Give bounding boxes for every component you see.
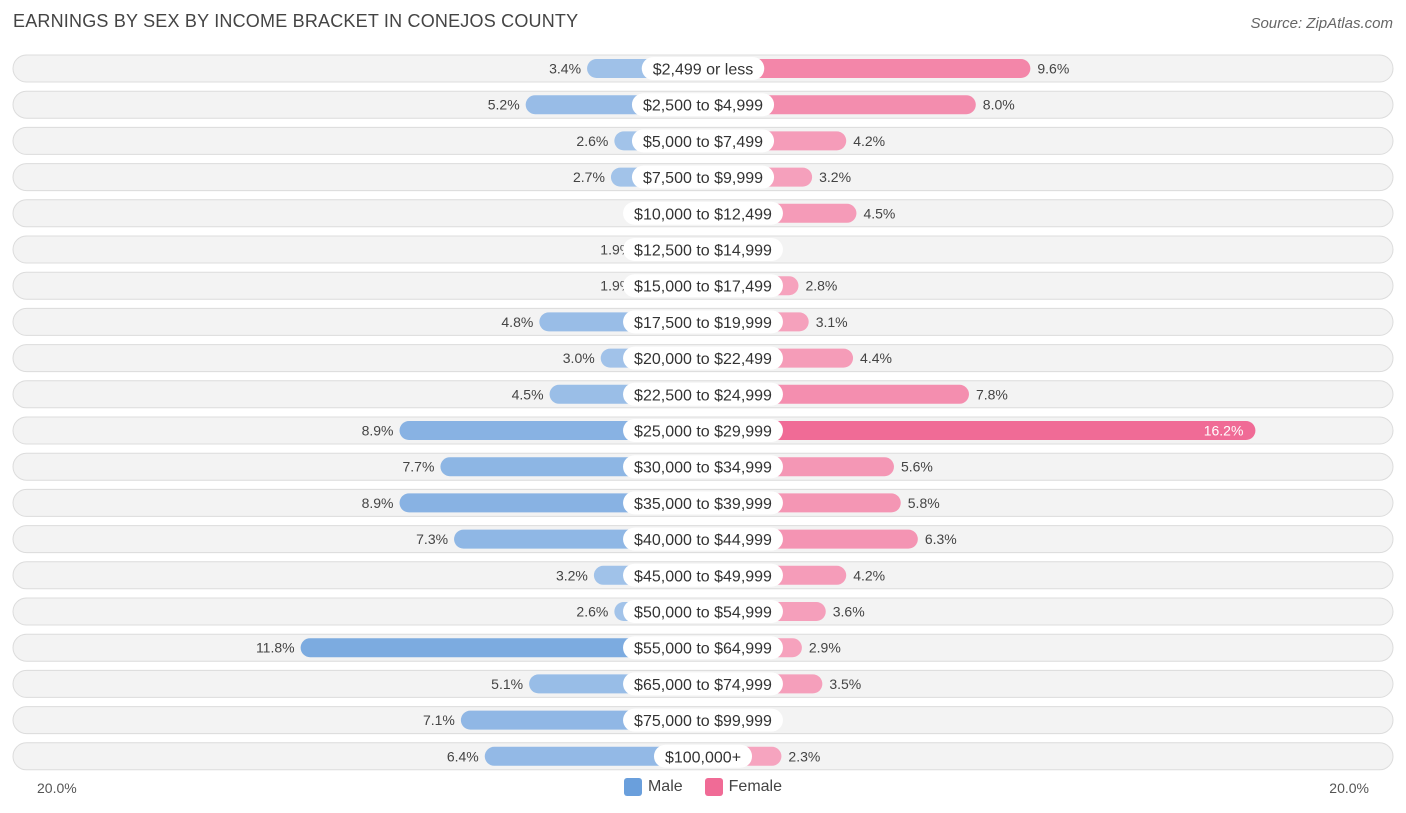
bar-male[interactable]	[300, 638, 703, 658]
category-label: $12,500 to $14,999	[634, 243, 772, 260]
chart-title: EARNINGS BY SEX BY INCOME BRACKET IN CON…	[13, 11, 579, 31]
value-label-female: 4.5%	[863, 205, 895, 221]
category-label: $15,000 to $17,499	[634, 279, 772, 296]
value-label-female: 4.4%	[860, 350, 892, 366]
value-label-female: 16.2%	[1204, 423, 1244, 439]
category-label: $5,000 to $7,499	[643, 134, 763, 151]
value-label-male: 2.7%	[573, 169, 605, 185]
category-label-box	[631, 165, 775, 189]
legend-item-male[interactable]: Male	[623, 778, 683, 796]
category-label: $17,500 to $19,999	[634, 315, 772, 332]
value-label-male: 7.7%	[403, 459, 435, 475]
value-label-male: 6.4%	[447, 748, 479, 764]
value-label-female: 3.1%	[816, 314, 848, 330]
category-label: $75,000 to $99,999	[634, 713, 772, 730]
category-label-box	[623, 708, 783, 732]
value-label-male: 3.0%	[563, 350, 595, 366]
value-label-female: 3.2%	[819, 169, 851, 185]
category-label: $20,000 to $22,499	[634, 351, 772, 368]
category-label-box	[653, 744, 753, 768]
category-label-box	[631, 129, 775, 153]
value-label-male: 8.9%	[362, 423, 394, 439]
value-label-female: 3.5%	[829, 676, 861, 692]
value-label-male: 4.8%	[501, 314, 533, 330]
category-label-box	[623, 527, 783, 551]
value-label-male: 4.5%	[512, 386, 544, 402]
value-label-female: 9.6%	[1037, 61, 1069, 77]
category-label: $65,000 to $74,999	[634, 677, 772, 694]
category-label: $2,499 or less	[653, 62, 754, 79]
category-label: $25,000 to $29,999	[634, 424, 772, 441]
value-label-female: 5.6%	[901, 459, 933, 475]
category-label-box	[631, 93, 775, 117]
category-label: $2,500 to $4,999	[643, 98, 763, 115]
category-label-box	[623, 455, 783, 479]
category-label-box	[623, 419, 783, 442]
legend: Male Female	[0, 778, 1406, 796]
category-label-box	[623, 274, 783, 298]
category-label-box	[623, 491, 783, 515]
category-label: $22,500 to $24,999	[634, 387, 772, 404]
value-label-female: 6.3%	[925, 531, 957, 547]
legend-item-female[interactable]: Female	[704, 778, 783, 796]
category-label-box	[623, 238, 783, 261]
value-label-female: 2.9%	[809, 640, 841, 656]
bar-female[interactable]	[703, 421, 1256, 440]
value-label-female: 4.2%	[853, 133, 885, 149]
legend-swatch-male	[623, 778, 642, 796]
value-label-female: 3.6%	[833, 604, 865, 620]
value-label-male: 11.8%	[256, 640, 295, 656]
category-label: $7,500 to $9,999	[643, 170, 763, 187]
bar-chart: 3.4% 9.6% $2,499 or less 5.2% 8.0% $2,500 to …	[12, 54, 1394, 771]
category-label-box	[641, 57, 765, 80]
value-label-female: 7.8%	[976, 386, 1008, 402]
category-label: $35,000 to $39,999	[634, 496, 772, 513]
value-label-female: 2.3%	[788, 748, 820, 764]
category-label: $40,000 to $44,999	[634, 532, 772, 549]
axis-left-label: 20.0%	[37, 780, 77, 796]
value-label-male: 5.2%	[488, 97, 520, 113]
value-label-female: 4.2%	[853, 567, 885, 583]
category-label-box	[623, 382, 783, 406]
category-label-box	[623, 636, 783, 660]
value-label-male: 3.2%	[556, 567, 588, 583]
value-label-male: 3.4%	[549, 61, 581, 77]
value-label-male: 2.6%	[576, 133, 608, 149]
category-label: $55,000 to $64,999	[634, 641, 772, 658]
bar-male[interactable]	[484, 746, 703, 766]
legend-label-male: Male	[647, 778, 683, 795]
value-label-female: 8.0%	[983, 97, 1015, 113]
value-label-male: 7.3%	[416, 531, 448, 547]
category-label-box	[623, 672, 783, 696]
chart-source: Source: ZipAtlas.com	[1250, 15, 1393, 32]
category-label-box	[623, 600, 783, 623]
category-label-box	[623, 310, 783, 334]
category-label: $100,000+	[665, 749, 741, 766]
value-label-male: 7.1%	[423, 712, 455, 728]
bar-female[interactable]	[703, 59, 1031, 78]
value-label-female: 2.8%	[805, 278, 837, 294]
legend-label-female: Female	[728, 778, 783, 795]
category-label-box	[623, 201, 783, 225]
value-label-male: 8.9%	[362, 495, 394, 511]
value-label-male: 5.1%	[491, 676, 523, 692]
value-label-male: 2.6%	[576, 604, 608, 620]
category-label: $10,000 to $12,499	[634, 206, 772, 223]
category-label-box	[623, 563, 783, 587]
value-label-female: 5.8%	[908, 495, 940, 511]
category-label-box	[623, 346, 783, 370]
axis-right-label: 20.0%	[1329, 780, 1369, 796]
category-label: $50,000 to $54,999	[634, 605, 772, 622]
category-label: $30,000 to $34,999	[634, 460, 772, 477]
legend-swatch-female	[704, 778, 723, 796]
category-label: $45,000 to $49,999	[634, 568, 772, 585]
